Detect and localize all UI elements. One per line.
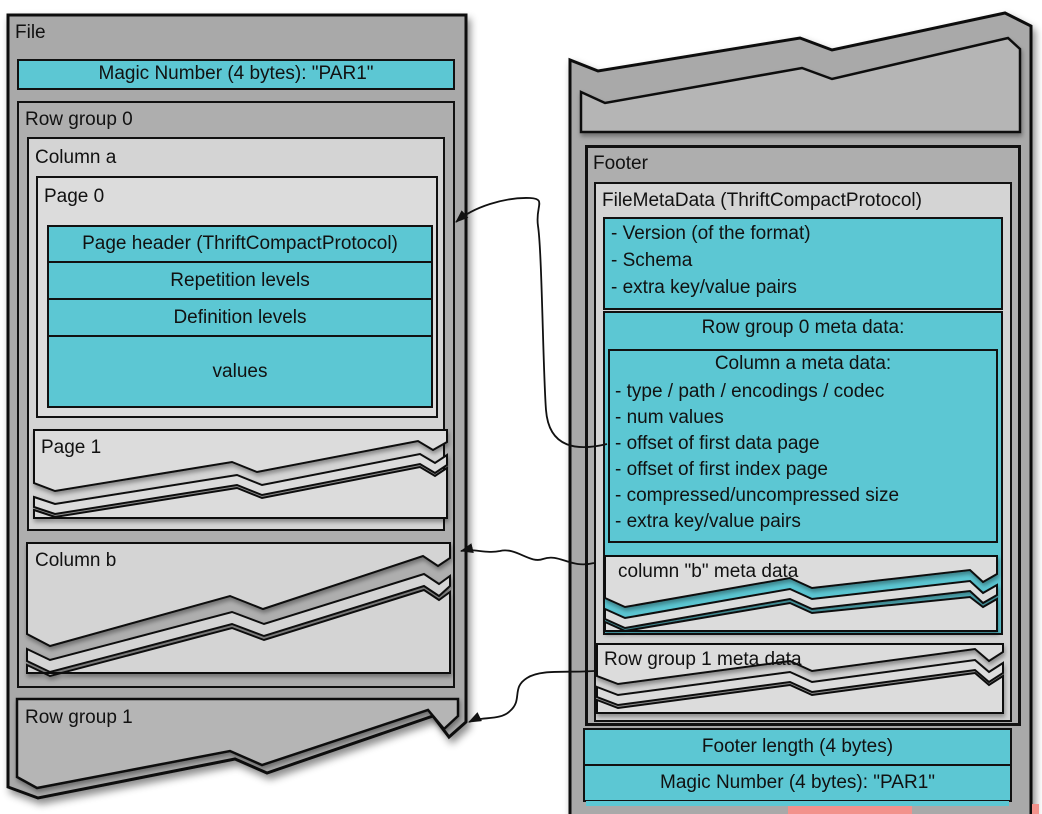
column-b-meta-label: column "b" meta data (618, 561, 799, 582)
file-metadata-title: FileMetaData (ThriftCompactProtocol) (602, 190, 922, 211)
column-a-meta-item: - extra key/value pairs (615, 511, 801, 532)
footer-length-text: Footer length (4 bytes) (701, 736, 894, 757)
row-group-0-label: Row group 0 (25, 109, 133, 130)
file-metadata-item: - Version (of the format) (611, 223, 811, 244)
file-label: File (15, 22, 46, 43)
file-metadata-item: - Schema (611, 250, 693, 271)
row-group-1-meta-label: Row group 1 meta data (604, 649, 802, 670)
definition-levels-row: Definition levels (47, 298, 433, 337)
page-0-label: Page 0 (44, 186, 105, 207)
column-b-label: Column b (35, 550, 117, 571)
column-a-label: Column a (35, 147, 117, 168)
row-group-0-meta-title: Row group 0 meta data: (701, 317, 905, 338)
column-a-meta-items: - type / path / encodings / codec - num … (615, 379, 899, 535)
torn-band-shape (579, 36, 1022, 134)
magic-number-bottom-bar: Magic Number (4 bytes): "PAR1" (583, 764, 1012, 802)
arrow-row-group-1-meta-to-row-group-1 (468, 670, 595, 723)
column-a-meta-item: - offset of first data page (615, 433, 820, 454)
file-metadata-item: - extra key/value pairs (611, 277, 797, 298)
magic-number-bottom-text: Magic Number (4 bytes): "PAR1" (660, 772, 935, 793)
magic-number-top-text: Magic Number (4 bytes): "PAR1" (98, 63, 374, 84)
watermark-fragment (1032, 804, 1039, 814)
column-a-meta-item: - compressed/uncompressed size (615, 485, 900, 506)
values-row: values (47, 335, 433, 408)
column-a-meta-item: - num values (615, 407, 724, 428)
column-a-meta-item: - offset of first index page (615, 459, 828, 480)
page-1-label: Page 1 (41, 437, 102, 458)
arrow-column-b-meta-to-column-b (460, 543, 595, 566)
footer-label: Footer (593, 153, 648, 174)
repetition-levels-row: Repetition levels (47, 261, 433, 300)
page-0-rows: Page header (ThriftCompactProtocol) Repe… (47, 225, 433, 408)
footer-length-bar: Footer length (4 bytes) (583, 728, 1012, 766)
row-group-1-label: Row group 1 (25, 707, 133, 728)
file-metadata-items: - Version (of the format) - Schema - ext… (611, 220, 811, 301)
page-header-row: Page header (ThriftCompactProtocol) (47, 225, 433, 263)
column-a-meta-title: Column a meta data: (714, 353, 892, 374)
magic-number-top-bar: Magic Number (4 bytes): "PAR1" (17, 59, 455, 90)
column-a-meta-item: - type / path / encodings / codec (615, 381, 885, 402)
watermark-fragment (788, 806, 912, 814)
